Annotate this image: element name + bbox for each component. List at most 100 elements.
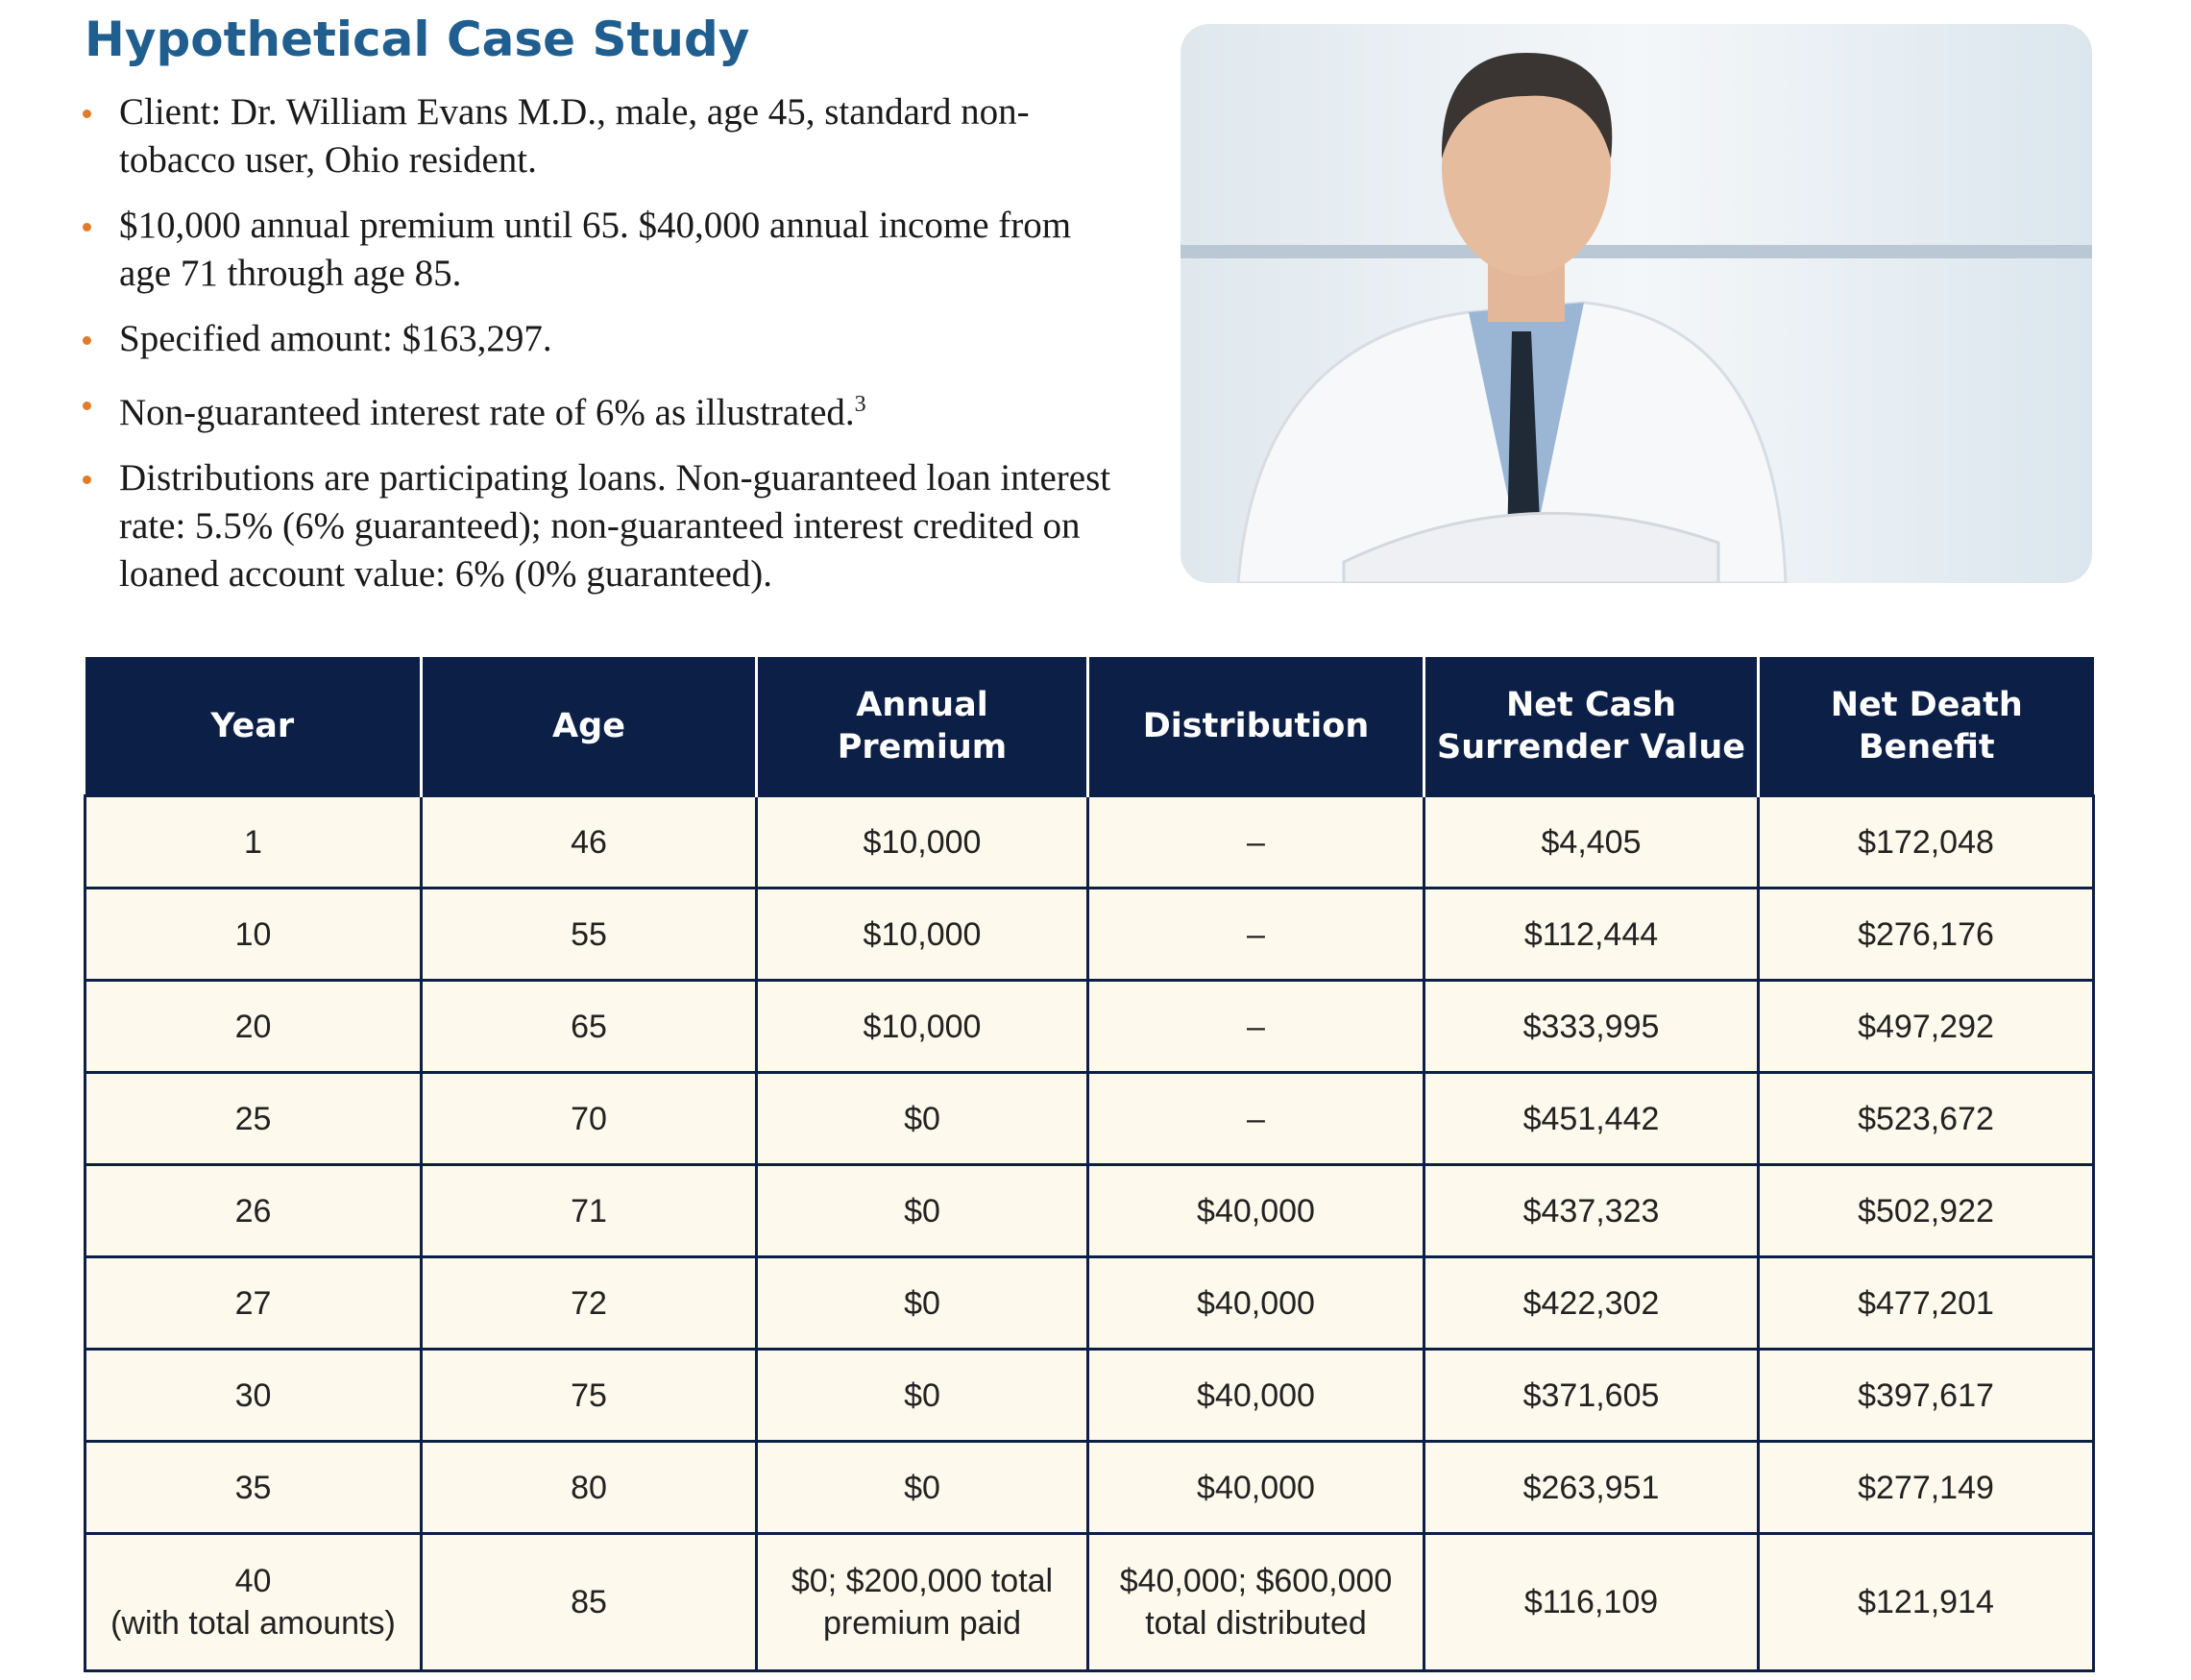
cell-line: $502,922 [1858,1192,1994,1230]
table-cell: $451,442 [1423,1071,1760,1166]
cell-line: $0 [904,1192,940,1230]
cell-line: $10,000 [863,915,982,953]
table-cell: $112,444 [1423,887,1760,982]
cell-line: 26 [234,1192,272,1230]
cell-line: $437,323 [1522,1192,1660,1230]
cell-line: 40 [234,1563,272,1599]
table-cell: – [1086,794,1425,889]
header-line: Surrender Value [1437,727,1745,767]
table-row: 40 (with total amounts) 85 $0; $200,000 tot… [84,1532,2095,1672]
table-row: 20 65 $10,000 – $333,995 $497,292 [84,979,2095,1074]
cell-line: $0 [904,1376,940,1414]
cell-line: $0 [904,1100,940,1137]
table-cell: 55 [420,887,758,982]
column-header: Year [85,657,423,796]
table-cell: $0; $200,000 total premium paid [755,1532,1089,1672]
table-cell: $10,000 [755,794,1089,889]
table-body: 1 46 $10,000 – $4,405 $172,048 10 55 $10,000 – $11… [84,794,2095,1672]
data-table: Year Age Annual Premium Distribution Net Cash… [84,657,2095,1672]
table-cell: $40,000 [1086,1163,1425,1258]
table-cell: 70 [420,1071,758,1166]
cell-line: – [1247,915,1265,953]
cell-line: $40,000 [1197,1192,1315,1230]
table-cell: $0 [755,1440,1089,1535]
table-cell: 65 [420,979,758,1074]
header-row: Year Age Annual Premium Distribution Net Cash… [85,657,2094,796]
cell-line: 75 [571,1376,607,1414]
cell-line: 25 [234,1100,272,1137]
bullet-text: $10,000 annual premium until 65. $40,000… [119,205,1072,294]
photo [1181,24,2092,583]
table-cell: $422,302 [1423,1255,1760,1351]
table-row: 35 80 $0 $40,000 $263,951 $277,149 [84,1440,2095,1535]
cell-line: 71 [571,1192,607,1230]
cell-line: $371,605 [1522,1376,1660,1414]
table-cell: $4,405 [1423,794,1760,889]
cell-line: $112,444 [1523,915,1659,953]
column-header: Net Cash Surrender Value [1423,657,1760,796]
bullet-list: Client: Dr. William Evans M.D., male, ag… [79,88,1116,616]
table-cell: $502,922 [1757,1163,2095,1258]
table-cell: 75 [420,1348,758,1443]
cell-line: 35 [234,1469,272,1506]
cell-line: $0 [904,1469,940,1506]
cell-line: $40,000 [1197,1284,1315,1322]
cell-line: $40,000; $600,000 [1119,1563,1393,1599]
table-cell: $121,914 [1757,1532,2095,1672]
cell-line: $0; $200,000 total [791,1563,1054,1599]
table-cell: 71 [420,1163,758,1258]
cell-line: $4,405 [1541,823,1642,861]
cell-line: 70 [571,1100,607,1137]
table-cell: $437,323 [1423,1163,1760,1258]
cell-line: $277,149 [1858,1469,1994,1506]
table-cell: – [1086,1071,1425,1166]
header-line: Age [552,706,625,745]
table-cell: $10,000 [755,979,1089,1074]
table-row: 25 70 $0 – $451,442 $523,672 [84,1071,2095,1166]
cell-line: 20 [234,1008,272,1045]
cell-line: $263,951 [1522,1469,1660,1506]
table-cell: $276,176 [1757,887,2095,982]
table-cell: 27 [84,1255,423,1351]
table-cell: $477,201 [1757,1255,2095,1351]
cell-line: 85 [571,1584,607,1620]
table-cell: 80 [420,1440,758,1535]
table-cell: $523,672 [1757,1071,2095,1166]
cell-line: 80 [571,1469,607,1506]
table-row: 1 46 $10,000 – $4,405 $172,048 [84,794,2095,889]
bullet-text: Client: Dr. William Evans M.D., male, ag… [119,91,1030,181]
cell-line: – [1247,1100,1265,1137]
table-cell: 40 (with total amounts) [84,1532,423,1672]
table-cell: $40,000 [1086,1440,1425,1535]
table-row: 26 71 $0 $40,000 $437,323 $502,922 [84,1163,2095,1258]
table-cell: 10 [84,887,423,982]
cell-line: 72 [571,1284,607,1322]
cell-line: $422,302 [1522,1284,1660,1322]
bullet-item: $10,000 annual premium until 65. $40,000… [79,202,1116,298]
table-cell: $277,149 [1757,1440,2095,1535]
title: Hypothetical Case Study [85,12,750,67]
cell-line: 55 [571,915,607,953]
cell-line: – [1247,1008,1265,1045]
table-row: 27 72 $0 $40,000 $422,302 $477,201 [84,1255,2095,1351]
table-row: 10 55 $10,000 – $112,444 $276,176 [84,887,2095,982]
cell-line: $451,442 [1522,1100,1660,1137]
cell-line: $40,000 [1197,1469,1315,1506]
cell-line: $523,672 [1858,1100,1994,1137]
header-line: Premium [837,727,1008,767]
cell-line: $116,109 [1523,1584,1659,1620]
cell-line: $121,914 [1858,1584,1994,1620]
cell-line: $397,617 [1858,1376,1994,1414]
table-cell: 1 [84,794,423,889]
table-cell: $497,292 [1757,979,2095,1074]
bullet-text: Non-guaranteed interest rate of 6% as il… [119,392,855,433]
cell-line: 30 [234,1376,272,1414]
cell-line: premium paid [823,1605,1021,1642]
table-cell: $0 [755,1071,1089,1166]
header-line: Benefit [1858,727,1995,767]
cell-line: total distributed [1145,1605,1367,1642]
header-line: Distribution [1142,706,1370,745]
bullet-item: Specified amount: $163,297. [79,315,1116,363]
footnote-ref: 3 [854,392,866,417]
